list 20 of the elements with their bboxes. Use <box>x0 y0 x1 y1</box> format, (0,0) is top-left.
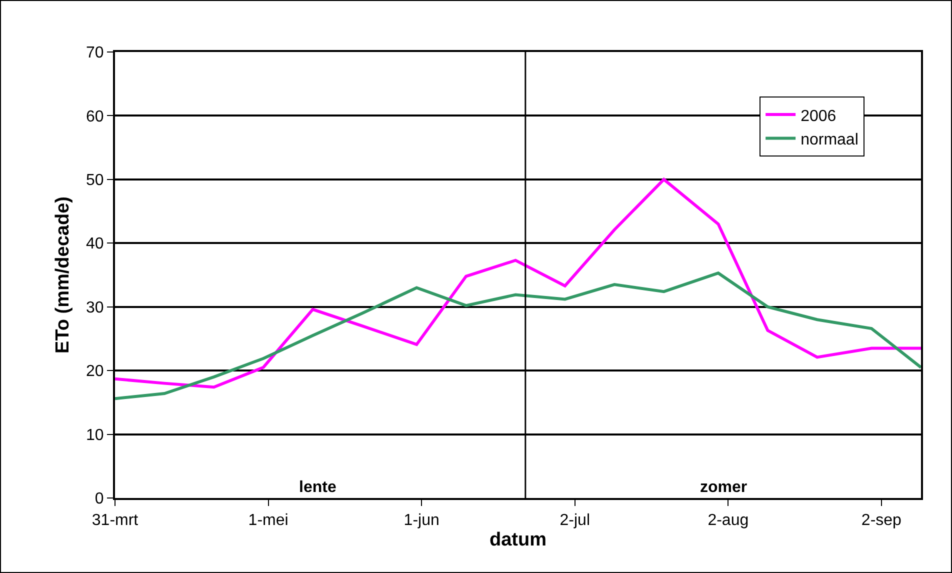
legend-label: 2006 <box>800 108 836 125</box>
x-axis-title: datum <box>490 530 546 550</box>
y-tick-label: 40 <box>86 236 104 253</box>
y-tick-label: 50 <box>86 172 104 190</box>
annotation: lente <box>299 479 336 496</box>
annotation: zomer <box>700 479 748 496</box>
y-tick-label: 70 <box>86 44 104 62</box>
y-tick-label: 10 <box>86 426 104 444</box>
legend-label: normaal <box>800 132 858 149</box>
x-tick-label: 2-aug <box>708 512 749 530</box>
y-tick-label: 60 <box>86 108 104 126</box>
y-tick-label: 0 <box>94 490 104 508</box>
x-tick-label: 1-jun <box>404 512 440 530</box>
y-axis-title: ETo (mm/decade) <box>52 196 74 354</box>
x-tick-label: 31-mrt <box>92 512 139 530</box>
x-tick-label: 2-sep <box>861 512 902 530</box>
y-tick-label: 20 <box>86 363 104 380</box>
x-tick-label: 2-jul <box>560 512 590 530</box>
y-tick-label: 30 <box>86 299 104 316</box>
x-tick-label: 1-mei <box>248 512 288 530</box>
